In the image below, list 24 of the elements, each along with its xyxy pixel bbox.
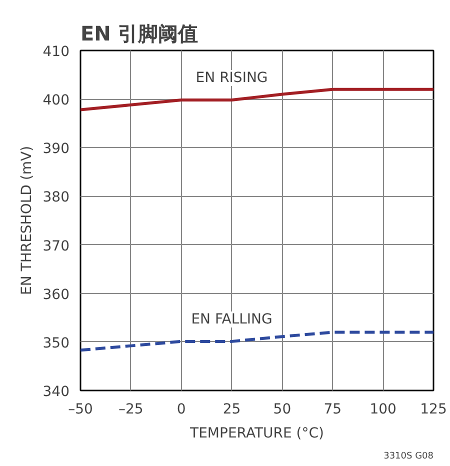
x-tick-label: 125: [420, 402, 447, 418]
y-axis-title: EN THRESHOLD (mV): [18, 146, 35, 296]
x-tick-label: 100: [370, 402, 396, 418]
x-tick-label: –25: [118, 402, 144, 418]
y-tick-label: 380: [42, 190, 70, 206]
y-tick-label: 340: [42, 384, 70, 400]
x-tick-label: 0: [176, 402, 186, 418]
x-tick-label: 25: [222, 402, 241, 418]
y-tick-label: 370: [42, 238, 70, 254]
line-series: [80, 88, 434, 112]
y-tick-label: 410: [42, 44, 70, 60]
x-tick-label: 75: [324, 402, 342, 418]
y-tick-label: 350: [42, 335, 70, 352]
series-label: EN FALLING: [191, 311, 272, 328]
y-tick-label: 390: [42, 141, 70, 158]
series-label: EN RISING: [196, 70, 268, 86]
x-axis-title: TEMPERATURE (°C): [189, 426, 324, 442]
line-series: [80, 330, 434, 352]
x-tick-label: –50: [68, 402, 93, 418]
y-tick-label: 400: [42, 92, 70, 109]
text: 3310S G08: [384, 452, 434, 462]
x-tick-label: 50: [273, 402, 292, 418]
y-tick-label: 360: [42, 286, 70, 303]
chart-title: EN 引脚阈值: [80, 22, 198, 46]
